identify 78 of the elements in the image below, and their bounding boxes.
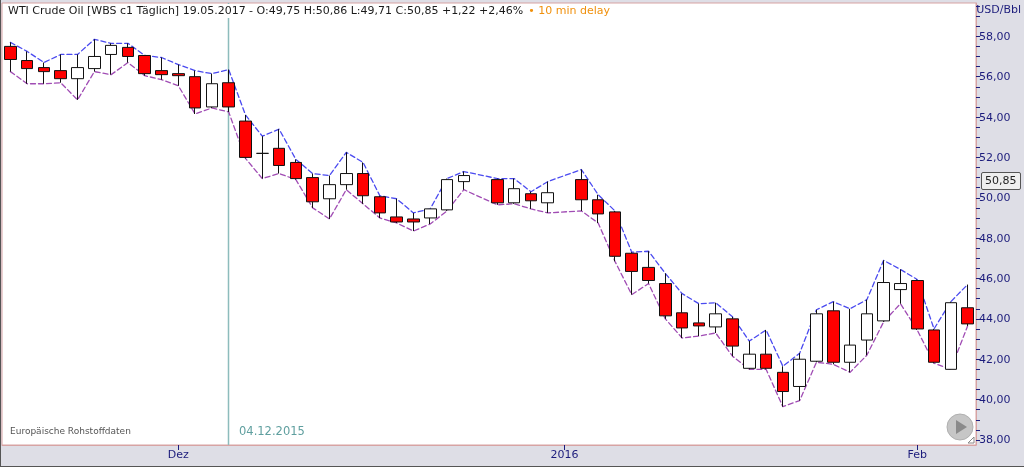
candlestick [38, 62, 50, 85]
candlestick [407, 212, 420, 232]
candlestick [676, 293, 688, 339]
candlestick [693, 303, 705, 337]
candlestick [88, 38, 101, 73]
candlestick [239, 114, 252, 159]
candlestick [4, 41, 17, 73]
y-tick-label: 38,00 [979, 433, 1011, 447]
candlestick [458, 171, 470, 191]
candlestick [21, 50, 33, 85]
candlestick [222, 69, 235, 113]
y-tick-label: 46,00 [979, 271, 1011, 285]
candlestick [625, 251, 638, 296]
x-tick-label: Dez [167, 448, 190, 461]
candlestick [306, 173, 319, 209]
candlestick [491, 178, 504, 206]
candlestick [138, 54, 151, 77]
y-tick-label: 52,00 [979, 150, 1011, 164]
candlestick [760, 329, 772, 370]
candlestick [71, 53, 84, 101]
candlestick [659, 272, 672, 320]
y-tick-label: 44,00 [979, 312, 1011, 326]
y-tick-label: 48,00 [979, 231, 1011, 245]
candlestick [911, 279, 924, 331]
y-tick-label: 54,00 [979, 110, 1011, 124]
candlestick [575, 169, 588, 212]
y-tick-label: 50,00 [979, 191, 1011, 205]
y-tick-label: 42,00 [979, 352, 1011, 366]
candlestick [525, 191, 537, 210]
candlestick [155, 56, 168, 81]
candlestick [206, 73, 218, 109]
candlestick [541, 181, 554, 214]
candlestick [323, 175, 336, 220]
candlestick [709, 302, 722, 334]
candlestick [273, 128, 285, 175]
candlestick [793, 352, 806, 402]
candlestick [609, 210, 621, 262]
candlestick [726, 316, 739, 357]
annotation: Europäische Rohstoffdaten [10, 426, 131, 436]
candlestick [390, 198, 403, 224]
candlestick [441, 178, 453, 212]
candlestick [374, 195, 386, 219]
x-tick-label: 2016 [550, 448, 579, 461]
y-tick-label: 40,00 [979, 393, 1011, 407]
candlestick [290, 158, 302, 181]
y-axis-title: USD/Bbl [976, 3, 1021, 16]
candlestick [877, 259, 890, 323]
candlestick [961, 284, 974, 327]
candlestick [844, 308, 856, 373]
line-series [9, 61, 969, 408]
candlestick [743, 340, 756, 370]
candlestick [357, 161, 369, 205]
line-series [9, 38, 969, 367]
candlestick [642, 250, 655, 285]
candlestick [172, 64, 185, 87]
candlestick [122, 42, 134, 64]
candlestick [340, 151, 353, 191]
chart-title: WTI Crude Oil [WBS c1 Täglich] 19.05.2017 - O:49,75 H:50,86 L:49,71 C:50,85 +1,22 +2,46% [8, 4, 524, 17]
candlestick [592, 194, 604, 224]
y-tick-label: 58,00 [979, 29, 1011, 43]
annotation: 04.12.2015 [239, 424, 305, 438]
candlestick [54, 53, 67, 84]
text: 50,85 [981, 172, 1021, 190]
candlestick [861, 299, 873, 356]
candlestick [928, 328, 940, 364]
candlestick [508, 178, 520, 205]
candlestick [189, 70, 201, 115]
chart-subtitle: • 10 min delay [528, 4, 611, 17]
candlestick [894, 268, 907, 305]
y-tick-label: 56,00 [979, 70, 1011, 84]
candlestick [105, 42, 117, 76]
candlestick [256, 135, 269, 180]
x-tick-label: Feb [907, 448, 927, 461]
candlestick [424, 208, 437, 225]
candlestick [777, 365, 789, 408]
candlestick [945, 301, 957, 370]
candlestick [810, 309, 823, 363]
candlestick [827, 301, 840, 365]
